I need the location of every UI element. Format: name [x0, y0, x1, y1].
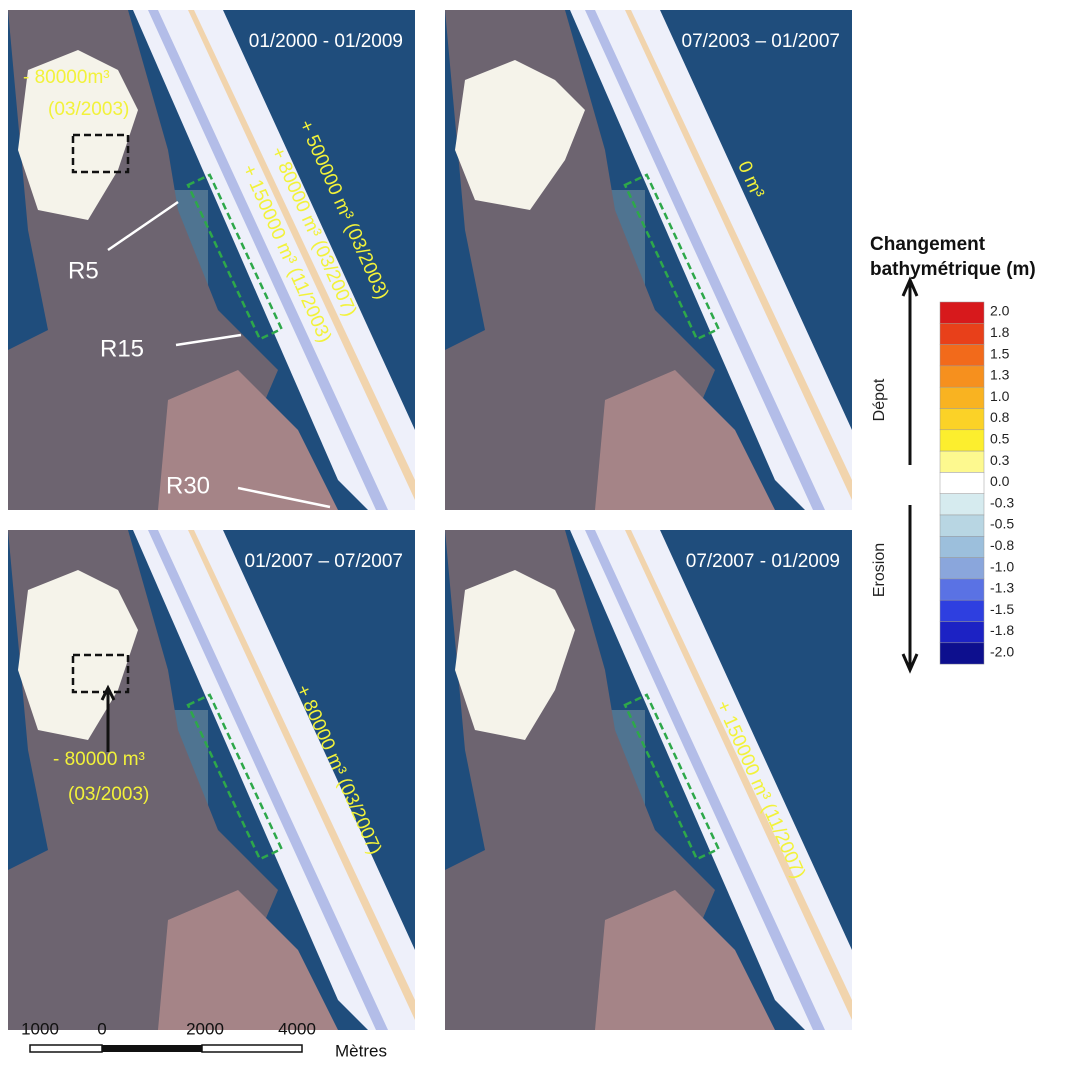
legend-swatch [940, 494, 984, 515]
legend-swatch [940, 409, 984, 430]
legend-swatch [940, 472, 984, 493]
legend-swatch [940, 600, 984, 621]
legend-label: -1.5 [990, 601, 1014, 617]
legend-label: -1.8 [990, 622, 1014, 638]
legend-label: 0.3 [990, 452, 1010, 468]
legend-swatch [940, 430, 984, 451]
legend-swatch [940, 643, 984, 664]
erosion-label: Erosion [871, 543, 888, 597]
map-image [445, 530, 852, 1030]
deposit-label: Dépot [871, 378, 888, 421]
map-panel: 01/2000 - 01/2009- 80000m³(03/2003)+ 500… [8, 10, 415, 510]
profile-label: R5 [68, 257, 99, 284]
map-panel: 07/2007 - 01/2009+ 150000 m³ (11/2007) [445, 530, 852, 1030]
legend-swatch [940, 302, 984, 323]
arrow [903, 280, 917, 465]
volume-annotation: - 80000m³ [23, 67, 110, 88]
legend-label: -2.0 [990, 644, 1014, 660]
legend-swatch [940, 366, 984, 387]
legend-label: 0.5 [990, 431, 1010, 447]
legend-swatch [940, 558, 984, 579]
scale-segment [102, 1045, 202, 1052]
scale-label: 0 [97, 1019, 106, 1038]
legend-label: 1.5 [990, 345, 1010, 361]
legend-title: bathymétrique (m) [870, 259, 1036, 280]
legend-swatch [940, 323, 984, 344]
legend-label: 0.8 [990, 409, 1010, 425]
period-label: 01/2000 - 01/2009 [249, 31, 403, 52]
legend-swatch [940, 515, 984, 536]
scale-label: 1000 [21, 1019, 59, 1038]
map-panel: 01/2007 – 07/2007- 80000 m³(03/2003)+ 80… [8, 530, 415, 1030]
profile-label: R30 [166, 472, 210, 499]
legend-label: 1.3 [990, 367, 1010, 383]
legend-title: Changement [870, 234, 986, 255]
legend-label: 1.0 [990, 388, 1010, 404]
legend-swatch [940, 345, 984, 366]
legend-label: -1.3 [990, 580, 1014, 596]
scale-segment [202, 1045, 302, 1052]
legend-swatch [940, 579, 984, 600]
legend-swatch [940, 451, 984, 472]
legend-label: 2.0 [990, 303, 1010, 319]
map-image [445, 10, 852, 510]
legend-swatch [940, 622, 984, 643]
legend-swatch [940, 387, 984, 408]
legend: Changement bathymétrique (m) 2.0 1.8 1.5 1.3 1… [870, 234, 1036, 670]
figure: 01/2000 - 01/2009- 80000m³(03/2003)+ 500… [0, 0, 1091, 1066]
legend-swatch [940, 536, 984, 557]
legend-label: 0.0 [990, 473, 1010, 489]
legend-label: -1.0 [990, 558, 1014, 574]
scale-label: 2000 [186, 1019, 224, 1038]
period-label: 07/2007 - 01/2009 [686, 551, 840, 572]
legend-label: 1.8 [990, 324, 1010, 340]
scale-label: 4000 [278, 1019, 316, 1038]
legend-label: -0.5 [990, 516, 1014, 532]
period-label: 01/2007 – 07/2007 [245, 551, 404, 572]
volume-annotation: (03/2003) [48, 99, 129, 120]
scale-unit: Mètres [335, 1041, 387, 1060]
period-label: 07/2003 – 01/2007 [682, 31, 841, 52]
scale-segment [30, 1045, 102, 1052]
profile-label: R15 [100, 335, 144, 362]
arrow [903, 505, 917, 670]
legend-label: -0.3 [990, 494, 1014, 510]
legend-label: -0.8 [990, 537, 1014, 553]
volume-annotation: - 80000 m³ [53, 749, 145, 770]
volume-annotation: (03/2003) [68, 784, 149, 805]
